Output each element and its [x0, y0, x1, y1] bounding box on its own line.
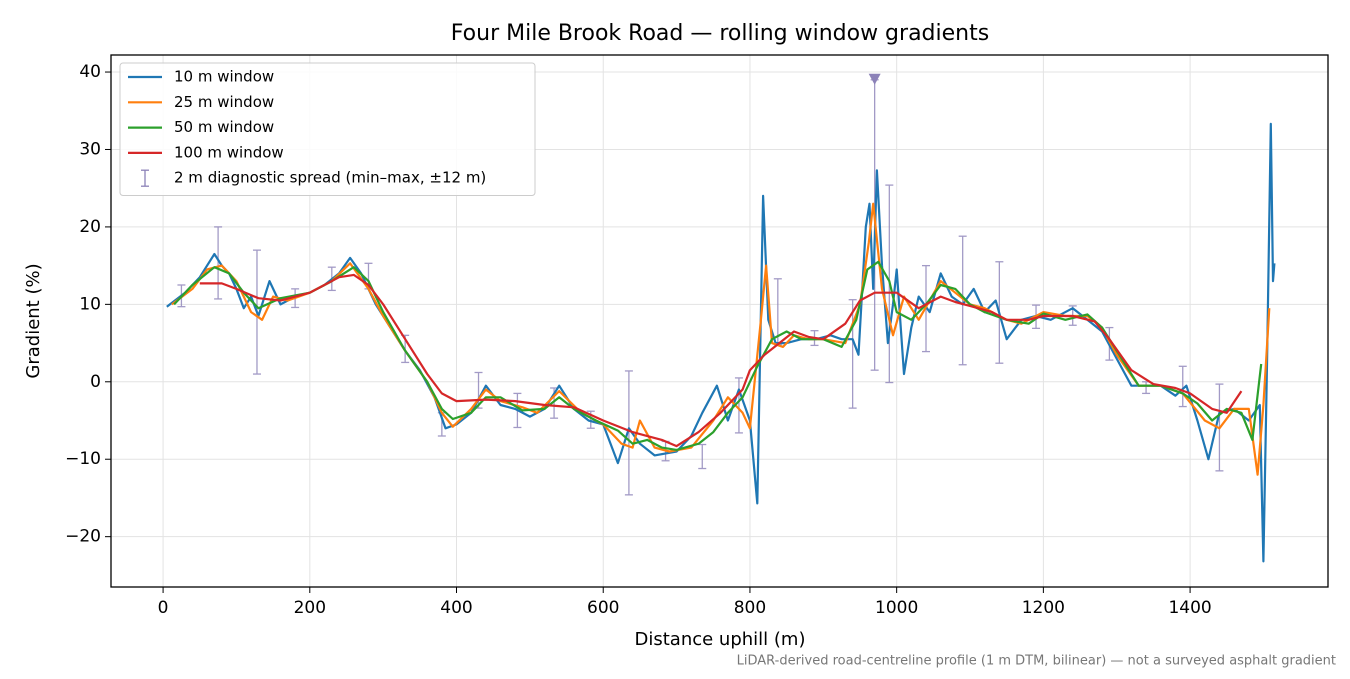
error-bar: [958, 235, 967, 366]
legend: 10 m window 25 m window 50 m window 100 m w…: [119, 62, 536, 196]
x-tick-label: 1000: [875, 598, 918, 618]
legend-label: 10 m window: [174, 68, 274, 86]
footnote: LiDAR-derived road-centreline profile (1…: [737, 654, 1336, 669]
y-axis-label: Gradient (%): [23, 263, 44, 378]
legend-label: 50 m window: [174, 118, 274, 136]
error-bar: [214, 226, 223, 300]
x-tick-label: 0: [158, 598, 169, 618]
x-tick-label: 600: [587, 598, 619, 618]
legend-label: 25 m window: [174, 93, 274, 111]
legend-label: 2 m diagnostic spread (min–max, ±12 m): [174, 169, 486, 187]
plot-area: [166, 73, 1276, 563]
chart-title: Four Mile Brook Road — rolling window gr…: [451, 21, 989, 46]
y-tick-label: 10: [79, 294, 101, 314]
legend-label: 100 m window: [174, 143, 284, 161]
x-axis-label: Distance uphill (m): [635, 629, 806, 650]
legend-box: [119, 62, 536, 196]
legend-swatch: [141, 169, 149, 187]
error-bar: [698, 443, 707, 470]
y-tick-label: 0: [90, 372, 101, 392]
axes-frame: [110, 54, 1329, 588]
y-tick-label: 20: [79, 217, 101, 237]
error-bar: [734, 377, 743, 434]
error-bar: [848, 299, 857, 409]
y-tick-label: 30: [79, 139, 101, 159]
error-bar: [1178, 365, 1187, 408]
x-tick-label: 1200: [1022, 598, 1065, 618]
series-line: [173, 260, 1263, 451]
x-tick-label: 400: [440, 598, 472, 618]
y-tick-label: −10: [65, 449, 101, 469]
error-bar: [624, 370, 633, 496]
series-line: [199, 273, 1243, 448]
x-tick-label: 800: [734, 598, 766, 618]
y-tick-label: 40: [79, 62, 101, 82]
y-tick-label: −20: [65, 527, 101, 547]
x-tick-label: 200: [294, 598, 326, 618]
x-tick-label: 1400: [1168, 598, 1211, 618]
peak-marker: [868, 73, 881, 85]
ticks: 0 200 400 600 800 1000 1200 1400 −20 −10 0 10 20 30 40: [65, 62, 1212, 618]
